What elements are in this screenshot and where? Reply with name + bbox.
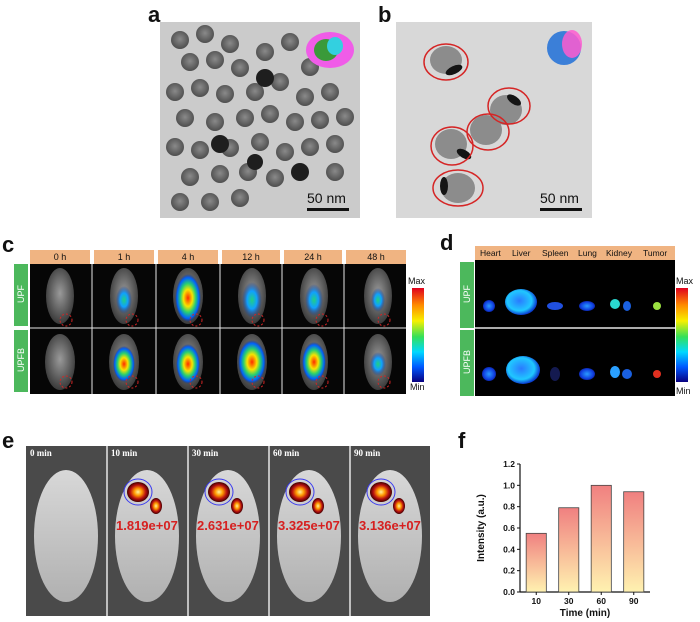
y-tick-label: 0.4 (503, 544, 515, 554)
y-axis-label: Intensity (a.u.) (476, 494, 487, 562)
time-header: 12 h (222, 250, 280, 264)
panel-letter-c: c (2, 232, 15, 257)
intensity-value: 3.325e+07 (278, 518, 340, 533)
panel-letter-e: e (2, 428, 15, 453)
y-tick-label: 0.0 (503, 587, 515, 597)
scale-label-a: 50 nm (307, 190, 346, 206)
time-label: 0 min (30, 448, 52, 458)
organ-label: Kidney (606, 248, 632, 258)
organ-header-bar (475, 246, 675, 260)
time-header: 24 h (284, 250, 342, 264)
y-tick-label: 1.2 (503, 459, 515, 469)
time-label: 10 min (111, 448, 138, 458)
row-label-upf: UPF (16, 285, 26, 303)
row-label-upf: UPF (462, 285, 472, 303)
colorbar-max-label: Max (408, 276, 426, 286)
row-label-bar (14, 264, 28, 326)
panel-letter-b: b (378, 2, 392, 27)
organ-label: Liver (512, 248, 531, 258)
scale-bar-b (540, 208, 582, 211)
tem-image-a (160, 22, 360, 218)
y-tick-label: 1.0 (503, 480, 515, 490)
colorbar-min-label: Min (676, 386, 691, 396)
colorbar-min-label: Min (410, 382, 425, 392)
time-header: 4 h (158, 250, 218, 264)
x-tick-label: 60 (597, 596, 607, 606)
time-header: 0 h (30, 250, 90, 264)
panel-letter-f: f (458, 428, 466, 453)
bar (525, 532, 547, 593)
y-tick-label: 0.6 (503, 523, 515, 533)
organ-imaging-d (475, 260, 675, 396)
tem-image-b (396, 22, 592, 218)
organ-label: Heart (480, 248, 501, 258)
mouse-imaging-grid-c (30, 264, 406, 394)
time-label: 90 min (354, 448, 381, 458)
organ-label: Spleen (542, 248, 569, 258)
mouse-imaging-strip-e (26, 446, 430, 616)
row-label-upfb: UPFB (462, 350, 472, 375)
colorbar-max-label: Max (676, 276, 694, 286)
time-label: 30 min (192, 448, 219, 458)
row-label-upfb: UPFB (16, 348, 26, 373)
colorbar-c (412, 288, 424, 382)
bar (558, 507, 580, 593)
bar (623, 491, 645, 593)
time-header: 48 h (346, 250, 406, 264)
y-tick-label: 0.2 (503, 566, 515, 576)
scale-label-b: 50 nm (540, 190, 579, 206)
time-header: 1 h (94, 250, 154, 264)
x-tick-label: 30 (564, 596, 574, 606)
x-tick-label: 10 (532, 596, 542, 606)
intensity-value: 2.631e+07 (197, 518, 259, 533)
row-label-bar (460, 262, 474, 328)
x-tick-label: 90 (629, 596, 639, 606)
row-label-bar (460, 330, 474, 396)
y-tick-label: 0.8 (503, 502, 515, 512)
x-axis-label: Time (min) (560, 608, 610, 619)
time-label: 60 min (273, 448, 300, 458)
scale-bar-a (307, 208, 349, 211)
intensity-value: 1.819e+07 (116, 518, 178, 533)
organ-label: Lung (578, 248, 597, 258)
row-label-bar (14, 330, 28, 392)
intensity-value: 3.136e+07 (359, 518, 421, 533)
colorbar-d (676, 288, 688, 382)
nanoparticles-circled-illustration (396, 22, 592, 218)
bar (590, 484, 612, 593)
panel-letter-a: a (148, 2, 161, 27)
organ-label: Tumor (643, 248, 668, 258)
bar-chart-f: 0.0 0.2 0.4 0.6 0.8 1.0 1.2 10 30 60 90 Time (min) I… (476, 459, 650, 619)
nanoparticles-illustration (160, 22, 360, 218)
panel-letter-d: d (440, 230, 454, 255)
